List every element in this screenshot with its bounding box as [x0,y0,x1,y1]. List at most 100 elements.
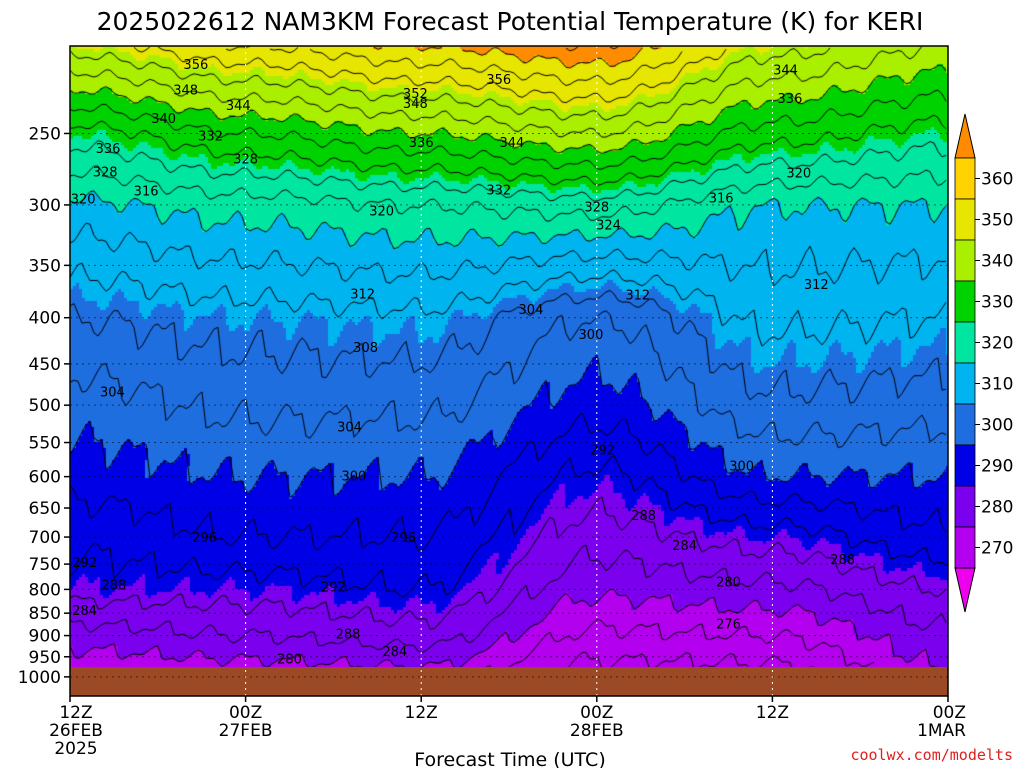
x-tick-label: 28FEB [570,721,624,741]
contour-label: 300 [729,460,754,475]
x-tick-label: 26FEB [49,721,103,741]
colorbar: 270 280 290 300 310 320 330 340 350 360 [954,113,1013,613]
plot-frame [69,45,949,697]
x-tick-label: 12Z [756,703,789,723]
contour-label: 276 [716,618,741,633]
contour-label: 284 [72,604,97,619]
colorbar-box [954,485,976,528]
colorbar-box [954,239,976,282]
y-axis: 250 300 350 400 450 500 550 600 650 700 750 800 850 9… [18,124,70,688]
contour-label: 284 [672,539,697,554]
colorbar-box [954,362,976,405]
colorbar-tick-label: 360 [981,170,1013,190]
contour-label: 288 [101,578,126,593]
x-axis-label: Forecast Time (UTC) [414,749,605,768]
colorbar-box [954,198,976,241]
x-tick-label: 00Z [229,703,262,723]
contour-label: 288 [336,627,361,642]
x-tick-label: 12Z [59,703,92,723]
colorbar-box [954,526,976,569]
y-tick-label: 850 [29,604,61,624]
contour-label: 312 [804,278,829,293]
colorbar-box [954,403,976,446]
contour-label: 280 [716,575,741,590]
contour-label: 328 [584,201,609,216]
colorbar-box [954,157,976,200]
colorbar-tick-label: 340 [981,252,1013,272]
contour-label: 304 [337,420,362,435]
y-tick-label: 800 [29,580,61,600]
colorbar-tick-label: 330 [981,293,1013,313]
colorbar-max-arrow [954,113,976,159]
plot-area: 3563483443403363323283283203163563523483… [69,45,949,697]
colorbar-min-arrow [954,567,976,613]
contour-label: 288 [631,509,656,524]
credit-text: coolwx.com/modelts [850,746,1013,764]
contour-label: 316 [709,191,734,206]
x-tick-label: 00Z [580,703,613,723]
contour-label: 324 [596,218,621,233]
contour-label: 280 [277,653,302,668]
contour-label: 348 [403,97,428,112]
contour-label: 308 [353,341,378,356]
y-tick-label: 700 [29,528,61,548]
y-tick-label: 400 [29,309,61,329]
contour-label: 320 [786,167,811,182]
contour-label: 344 [226,99,251,114]
x-tick-label: 12Z [405,703,438,723]
contour-label: 328 [233,152,258,167]
y-tick-label: 900 [29,627,61,647]
contour-label: 320 [71,193,96,208]
contour-label: 328 [93,165,118,180]
contour-label: 292 [590,443,615,458]
contour-label: 356 [486,73,511,88]
contour-label: 284 [382,645,407,660]
colorbar-tick-label: 310 [981,375,1013,395]
contour-label: 300 [341,470,366,485]
chart-title: 2025022612 NAM3KM Forecast Potential Tem… [97,7,924,36]
contour-label: 316 [134,185,159,200]
colorbar-tick-label: 280 [981,498,1013,518]
colorbar-box [954,444,976,487]
contour-label: 348 [173,83,198,98]
colorbar-box [954,321,976,364]
contour-label: 312 [625,289,650,304]
contour-label: 332 [486,183,511,198]
colorbar-tick-label: 320 [981,334,1013,354]
contour-label: 332 [198,130,223,145]
contour-label: 292 [321,580,346,595]
x-tick-label: 27FEB [219,721,273,741]
contour-label: 296 [192,531,217,546]
contour-label: 356 [183,58,208,73]
contour-label: 304 [519,303,544,318]
y-tick-label: 650 [29,499,61,519]
colorbar-box [954,280,976,323]
contour-label: 336 [778,92,803,107]
contour-label: 300 [579,328,604,343]
colorbar-tick-label: 290 [981,457,1013,477]
contour-label: 340 [151,112,176,127]
y-tick-label: 600 [29,468,61,488]
contour-label: 344 [773,64,798,79]
y-tick-label: 1000 [18,668,61,688]
contour-label: 304 [100,385,125,400]
x-tick-label: 1MAR [917,721,966,741]
colorbar-tick-label: 270 [981,539,1013,559]
contour-label: 312 [350,287,375,302]
y-tick-label: 750 [29,555,61,575]
contour-label: 292 [72,556,97,571]
contour-label: 344 [500,136,525,151]
colorbar-tick-label: 300 [981,416,1013,436]
contour-label: 320 [369,204,394,219]
contour-label: 336 [96,142,121,157]
y-tick-label: 450 [29,355,61,375]
contour-label: 296 [391,531,416,546]
ground-surface [70,666,948,696]
y-tick-label: 300 [29,196,61,216]
x-tick-label: 00Z [933,703,966,723]
y-tick-label: 500 [29,396,61,416]
x-tick-label: 2025 [54,739,97,759]
y-tick-label: 250 [29,124,61,144]
